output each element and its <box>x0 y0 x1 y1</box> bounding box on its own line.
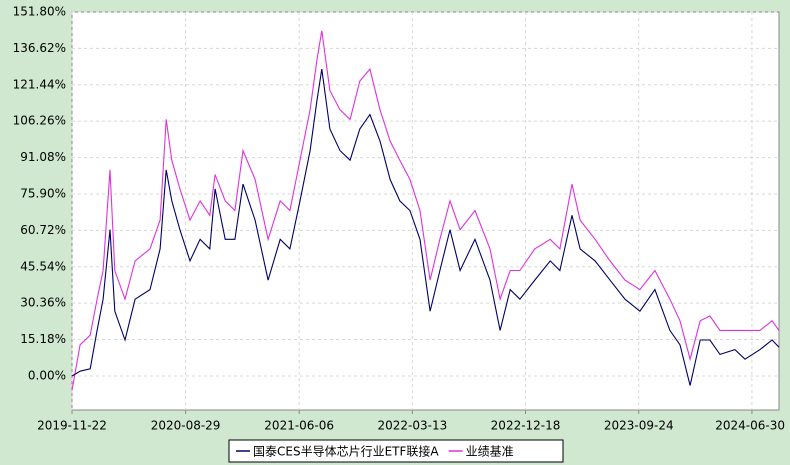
y-tick-label: 45.54% <box>20 259 66 273</box>
y-tick-label: 151.80% <box>13 5 66 19</box>
y-tick-label: 121.44% <box>13 77 66 91</box>
series-line <box>71 30 780 391</box>
legend <box>228 439 564 463</box>
y-tick-label: 15.18% <box>20 332 66 346</box>
x-tick-label: 2022-12-18 <box>491 419 561 433</box>
y-tick-label: 136.62% <box>13 41 66 55</box>
y-tick-label: 75.90% <box>20 186 66 200</box>
y-tick-label: 91.08% <box>20 150 66 164</box>
y-tick-label: 106.26% <box>13 114 66 128</box>
x-tick-label: 2021-06-06 <box>264 419 334 433</box>
x-tick-label: 2022-03-13 <box>377 419 447 433</box>
series-line <box>71 69 780 386</box>
y-tick-label: 60.72% <box>20 223 66 237</box>
x-tick-label: 2023-09-24 <box>604 419 674 433</box>
y-tick-label: 0.00% <box>28 368 66 382</box>
x-tick-label: 2020-08-29 <box>151 419 221 433</box>
x-tick-label: 2019-11-22 <box>37 419 107 433</box>
x-tick-label: 2024-06-30 <box>715 419 785 433</box>
y-tick-label: 30.36% <box>20 296 66 310</box>
plot-area <box>71 11 780 411</box>
legend-label: 国泰CES半导体芯片行业ETF联接A <box>253 444 439 459</box>
legend-label: 业绩基准 <box>466 445 514 459</box>
